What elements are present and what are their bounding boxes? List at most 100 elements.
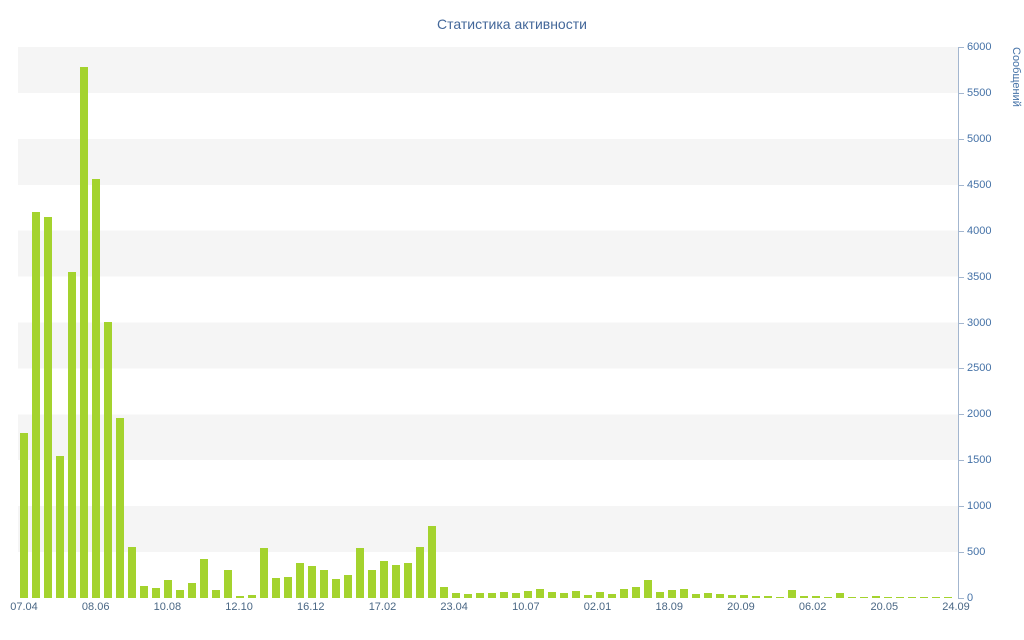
bar [596, 592, 604, 598]
bar [752, 596, 760, 598]
bar [764, 596, 772, 598]
bar [788, 590, 796, 598]
x-axis-tick-label: 10.07 [512, 601, 540, 613]
y-axis-tick-label: 6000 [967, 41, 992, 53]
bar [656, 592, 664, 598]
y-axis-tick-label: 2000 [967, 408, 992, 420]
bar [488, 593, 496, 598]
bar [308, 566, 316, 598]
bar [728, 595, 736, 598]
x-axis-tick-label: 08.06 [81, 601, 110, 613]
y-axis-tick-label: 500 [967, 546, 986, 558]
y-axis-tick-label: 3000 [967, 317, 992, 329]
bar [608, 594, 616, 598]
bar [32, 212, 40, 598]
y-axis-tick [958, 552, 964, 553]
y-axis-tick [958, 47, 964, 48]
bar [236, 596, 244, 598]
bar [440, 587, 448, 598]
y-axis-tick [958, 368, 964, 369]
bar [296, 563, 304, 598]
y-axis-tick [958, 506, 964, 507]
bar [680, 589, 688, 598]
bar [836, 593, 844, 598]
bar [668, 590, 676, 598]
y-axis-tick-label: 4500 [967, 179, 992, 191]
bar [212, 590, 220, 598]
bar [224, 570, 232, 598]
bar [620, 589, 628, 598]
bar [896, 597, 904, 598]
bar [884, 597, 892, 598]
bar [80, 67, 88, 598]
x-axis-tick-label: 17.02 [368, 601, 397, 613]
bar [860, 597, 868, 598]
bar [284, 577, 292, 598]
bar [500, 592, 508, 598]
bar [116, 418, 124, 598]
bar [776, 597, 784, 598]
bar [416, 547, 424, 598]
bar [368, 570, 376, 598]
bar [848, 597, 856, 598]
x-axis-tick-label: 20.05 [870, 601, 899, 613]
bar [188, 583, 196, 598]
chart-title: Статистика активности [437, 16, 587, 32]
bar [584, 595, 592, 598]
y-axis-tick-label: 1500 [967, 454, 992, 466]
y-axis-tick [958, 414, 964, 415]
bar [128, 547, 136, 598]
bar [260, 548, 268, 598]
y-axis-tick [958, 93, 964, 94]
bar [920, 597, 928, 598]
y-axis-tick-label: 1000 [967, 500, 992, 512]
plot-area [18, 47, 958, 598]
x-axis-tick-label: 10.08 [153, 601, 182, 613]
y-axis-tick-label: 0 [967, 592, 974, 604]
x-axis-tick-label: 12.10 [225, 601, 253, 613]
y-axis-tick [958, 598, 964, 599]
x-axis-tick-label: 07.04 [10, 601, 38, 613]
bar [320, 570, 328, 598]
bar [200, 559, 208, 598]
bar [512, 593, 520, 598]
bar [560, 593, 568, 598]
bar [344, 575, 352, 598]
bar [644, 580, 652, 598]
bar [356, 548, 364, 598]
bar [104, 322, 112, 598]
bar [20, 433, 28, 598]
bar [176, 590, 184, 598]
bar [632, 587, 640, 598]
bar [380, 561, 388, 598]
x-axis-tick-label: 02.01 [583, 601, 612, 613]
bar [392, 565, 400, 598]
bar [332, 579, 340, 598]
y-axis-tick-label: 2500 [967, 362, 992, 374]
y-axis-tick [958, 323, 964, 324]
bar [464, 594, 472, 598]
bar [68, 272, 76, 598]
bar [572, 591, 580, 598]
bars-container [18, 47, 958, 598]
bar [548, 592, 556, 598]
y-axis-tick [958, 460, 964, 461]
bar [536, 589, 544, 598]
bar [740, 595, 748, 598]
bar [92, 179, 100, 598]
bar [152, 588, 160, 598]
x-axis-tick-label: 23.04 [440, 601, 468, 613]
x-axis-tick-label: 18.09 [655, 601, 683, 613]
bar [164, 580, 172, 598]
bar [944, 597, 952, 598]
bar [908, 597, 916, 598]
x-axis-tick-label: 20.09 [727, 601, 755, 613]
bar [704, 593, 712, 598]
bar [800, 596, 808, 598]
bar [524, 591, 532, 598]
y-axis-tick [958, 185, 964, 186]
bar [692, 594, 700, 598]
y-axis-tick [958, 277, 964, 278]
bar [248, 595, 256, 598]
